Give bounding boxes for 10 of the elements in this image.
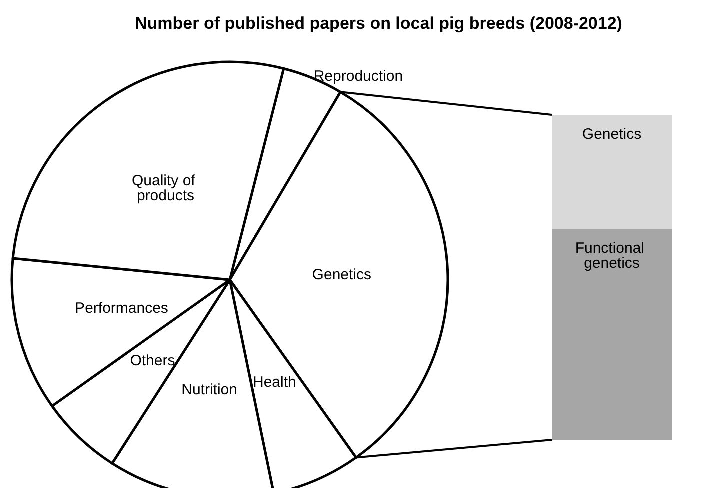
slice-label: Nutrition bbox=[182, 382, 238, 399]
slice-label: Others bbox=[130, 352, 176, 370]
slice-label: Genetics bbox=[312, 266, 372, 284]
series-label: Functional genetics bbox=[575, 240, 649, 272]
slice-label: Health bbox=[252, 374, 296, 392]
series-label: Genetics bbox=[582, 126, 642, 143]
slice-label: Reproduction bbox=[314, 68, 404, 86]
chart-title: Number of published papers on local pig breeds (2008-2012) bbox=[135, 14, 622, 33]
slice-label: Performances bbox=[75, 300, 168, 318]
slice-label: Quality of products bbox=[132, 172, 200, 204]
